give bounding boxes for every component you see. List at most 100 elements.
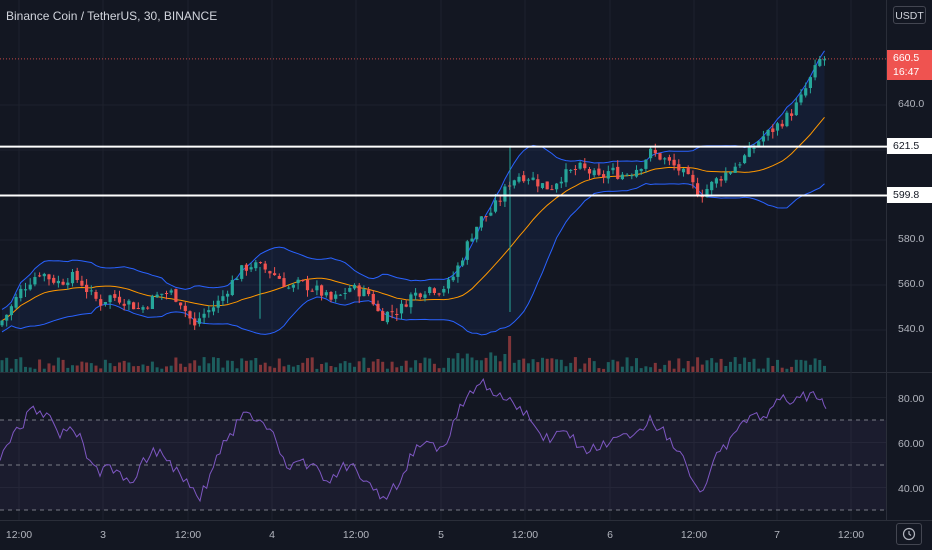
candle-body-63 [296,279,300,284]
volume-bar-135 [635,358,638,372]
candle-body-42 [197,318,201,324]
candle-body-167 [785,112,789,127]
volume-bar-17 [80,361,84,372]
volume-bar-22 [103,359,107,372]
candle-body-84 [395,314,399,315]
volume-bar-46 [216,358,220,372]
volume-bar-100 [470,357,474,372]
volume-bar-159 [747,362,751,372]
candle-body-151 [710,181,714,191]
volume-bar-34 [160,368,164,372]
volume-bar-111 [522,358,526,372]
candle-body-102 [479,216,483,228]
candle-body-155 [728,172,733,174]
volume-bar-142 [667,360,671,372]
time-label-1: 12:00 [5,529,33,541]
candle-body-174 [818,59,822,66]
candle-body-150 [705,189,709,198]
candle-body-100 [470,238,474,242]
candle-body-90 [423,294,427,298]
candle-body-43 [202,313,206,318]
volume-bar-170 [799,359,803,372]
volume-bar-155 [729,361,732,372]
candle-body-140 [658,153,662,160]
volume-bar-78 [367,367,371,372]
volume-bar-8 [38,359,42,372]
volume-bar-134 [630,366,634,372]
candle-body-45 [211,307,216,312]
volume-bar-35 [165,366,168,372]
volume-bar-103 [484,357,488,372]
volume-bar-104 [489,352,493,372]
candle-body-125 [587,169,592,174]
candle-body-98 [461,260,465,266]
volume-bar-51 [240,358,244,372]
volume-bar-167 [785,368,789,372]
candle-body-106 [498,200,502,202]
volume-bar-175 [823,365,826,372]
price-label-640: 640.0 [898,98,925,110]
candle-body-59 [277,276,281,279]
candle-body-147 [691,174,695,183]
volume-bar-151 [710,358,714,372]
volume-bar-165 [776,359,779,372]
candle-body-122 [573,169,577,170]
candle-body-48 [226,293,230,297]
volume-bar-157 [738,363,742,372]
timezone-button[interactable] [896,523,922,545]
candle-body-3 [14,297,18,308]
volume-bar-16 [75,365,79,372]
volume-bar-32 [150,361,154,372]
volume-bar-65 [306,358,309,372]
candle-body-138 [649,148,653,159]
volume-bar-26 [122,360,126,372]
volume-bar-120 [564,366,568,372]
candle-body-27 [127,300,131,305]
volume-bar-50 [235,368,239,372]
volume-bar-13 [61,359,65,372]
candle-body-71 [334,294,338,299]
candle-body-58 [273,273,277,276]
volume-bar-150 [705,360,709,372]
candle-body-67 [315,285,319,291]
currency-selector[interactable]: USDT [893,6,926,24]
bollinger-fill [2,50,825,335]
volume-bar-31 [146,365,150,372]
volume-bar-82 [385,368,389,372]
volume-bar-23 [108,363,112,372]
volume-bar-174 [818,360,822,372]
volume-bar-94 [442,367,446,372]
candle-body-65 [305,279,310,291]
volume-bar-52 [244,360,248,372]
candle-body-11 [52,277,56,283]
candle-body-118 [555,183,559,190]
time-label-3: 12:00 [174,529,202,541]
volume-bar-80 [376,359,380,372]
volume-bar-79 [371,361,375,372]
volume-bar-158 [743,357,747,372]
candle-body-1 [5,314,9,321]
volume-bar-1 [5,357,9,372]
volume-bar-128 [602,368,606,372]
volume-bar-81 [381,361,385,372]
volume-bar-116 [545,358,549,372]
time-label-7: 12:00 [511,529,539,541]
volume-bar-68 [320,364,324,372]
rsi-label-80: 80.00 [898,393,925,405]
candle-body-5 [23,289,28,291]
volume-bar-29 [136,366,140,372]
volume-bar-6 [28,367,32,372]
volume-bar-137 [644,366,648,372]
volume-bar-3 [14,359,18,372]
candle-body-13 [61,281,65,285]
volume-bar-49 [230,360,234,372]
volume-bar-42 [197,365,201,372]
volume-bar-119 [559,359,563,372]
candle-body-152 [714,178,718,184]
candle-body-111 [522,175,526,182]
volume-bar-67 [315,368,319,372]
candle-body-86 [404,304,408,307]
volume-bar-115 [541,357,544,372]
volume-bar-95 [447,357,450,372]
